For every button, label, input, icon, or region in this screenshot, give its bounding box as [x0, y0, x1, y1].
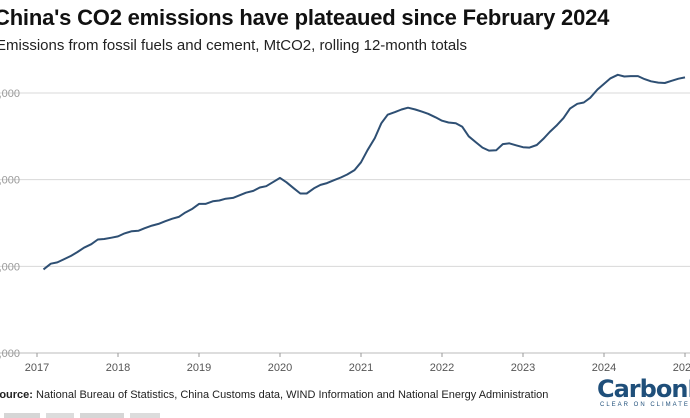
chart-subtitle: Emissions from fossil fuels and cement, …	[0, 37, 468, 54]
x-tick-label: 2025	[673, 362, 690, 374]
x-tick-label: 2017	[25, 362, 49, 374]
source-note: Source: National Bureau of Statistics, C…	[0, 389, 548, 401]
y-tick-label: 12,000	[0, 88, 20, 100]
x-tick-label: 2019	[187, 362, 211, 374]
x-tick-label: 2018	[106, 362, 130, 374]
x-tick-label: 2020	[268, 362, 292, 374]
y-tick-label: 9,000	[0, 348, 20, 360]
source-label: Source:	[0, 389, 33, 401]
x-tick-label: 2024	[592, 362, 616, 374]
x-tick-label: 2023	[511, 362, 535, 374]
source-text: National Bureau of Statistics, China Cus…	[36, 389, 549, 401]
gridlines	[0, 92, 690, 354]
logo-wordmark: CarbonBrief	[597, 376, 690, 403]
faded-footer-text	[4, 413, 160, 418]
x-tick-label: 2022	[430, 362, 454, 374]
logo-tagline: CLEAR ON CLIMATE	[600, 402, 690, 408]
emissions-series-line	[42, 73, 686, 271]
y-axis-ticks: 9,000 10,000 11,000 12,000	[0, 88, 20, 360]
carbonbrief-logo: CarbonBrief CLEAR ON CLIMATE	[597, 376, 690, 412]
y-tick-label: 11,000	[0, 175, 20, 187]
y-tick-label: 10,000	[0, 261, 20, 273]
x-axis-ticks: 2017 2018 2019 2020 2021 2022 2023 2024 2025	[25, 353, 690, 374]
x-tick-label: 2021	[349, 362, 373, 374]
chart-title: China's CO2 emissions have plateaued sin…	[0, 5, 610, 30]
series-group	[42, 73, 686, 271]
